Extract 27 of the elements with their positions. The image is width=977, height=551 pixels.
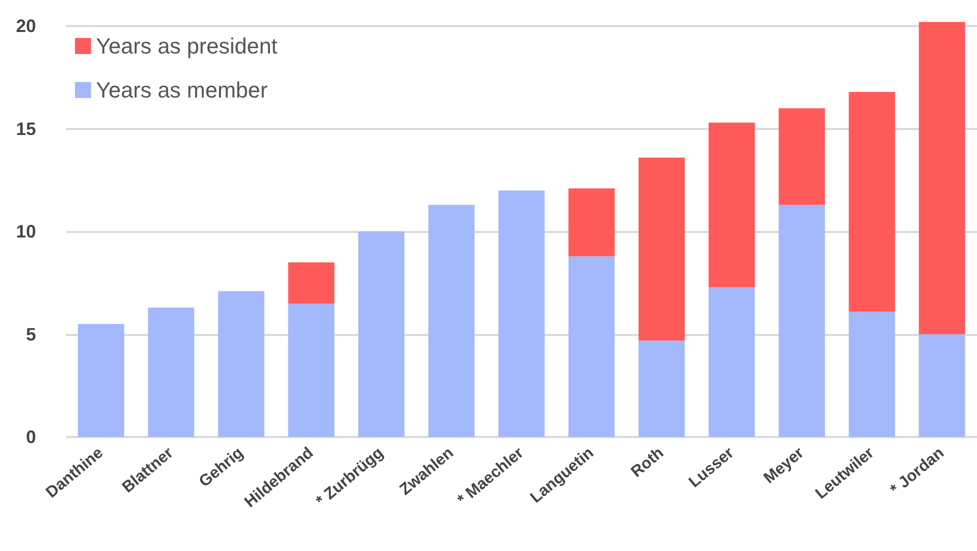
bar (568, 188, 615, 256)
bar (568, 256, 615, 437)
bar (848, 312, 896, 437)
bar (848, 92, 896, 312)
y-tick-label: 15 (16, 118, 36, 139)
bar (708, 122, 755, 288)
y-tick-label: 0 (26, 427, 36, 447)
y-tick-label: 5 (26, 324, 36, 344)
y-tick-label: 20 (16, 16, 36, 36)
bar (428, 204, 475, 437)
bar (288, 262, 334, 304)
legend-label: Years as president (96, 34, 278, 58)
bar (78, 324, 124, 437)
bar (708, 287, 755, 437)
bar (288, 303, 334, 437)
bar (778, 204, 825, 437)
bar (918, 22, 966, 334)
bar (358, 232, 404, 437)
legend-label: Years as member (96, 78, 268, 102)
y-tick-label: 10 (16, 222, 36, 242)
bar (918, 334, 966, 437)
bar (498, 190, 545, 437)
bar (638, 158, 685, 340)
bar (148, 308, 194, 437)
bar (778, 108, 825, 205)
bar (218, 291, 264, 437)
bar (638, 340, 685, 437)
